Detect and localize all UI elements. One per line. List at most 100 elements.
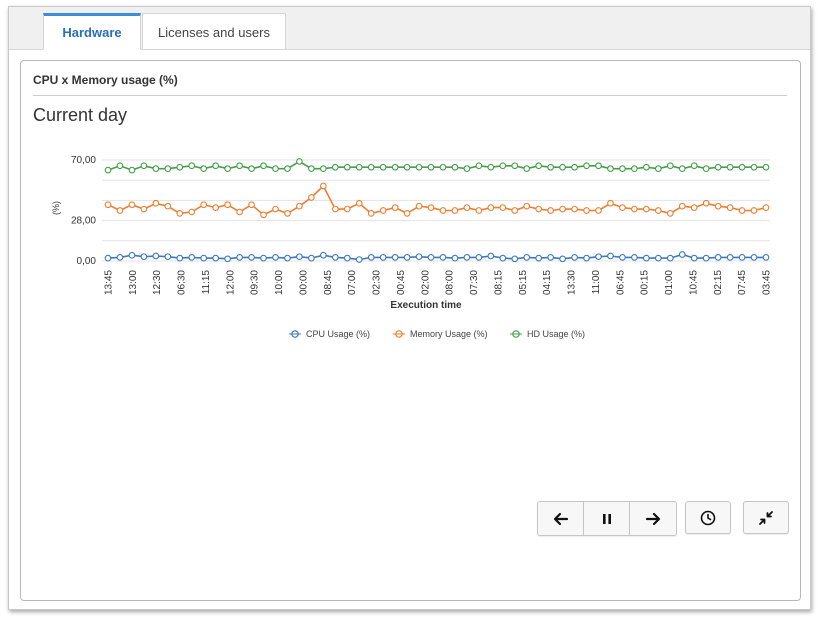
data-point: [403, 163, 411, 171]
panel-divider: [33, 95, 787, 96]
data-point: [451, 207, 459, 214]
data-point: [403, 254, 411, 261]
data-point: [654, 165, 662, 173]
y-axis: 0,00 28,00 70,00: [71, 155, 96, 267]
x-tick-label: 02:00: [420, 270, 431, 295]
data-point: [487, 252, 495, 260]
data-point: [236, 254, 243, 261]
data-point: [272, 165, 279, 173]
data-point: [128, 166, 136, 174]
previous-button[interactable]: [538, 502, 584, 535]
data-point: [463, 165, 471, 173]
data-point: [487, 204, 495, 211]
y-axis-title: (%): [51, 201, 61, 215]
data-point: [762, 254, 770, 261]
chart-grid: [102, 159, 770, 262]
data-point: [331, 163, 339, 171]
data-point: [475, 162, 483, 170]
data-point: [308, 194, 315, 201]
data-point: [415, 253, 423, 261]
data-point: [415, 163, 423, 171]
data-point: [487, 163, 495, 171]
next-button[interactable]: [630, 502, 676, 535]
data-point: [714, 163, 722, 171]
data-point: [164, 165, 172, 173]
series-cpu-usage: [104, 251, 770, 263]
legend-label[interactable]: HD Usage (%): [527, 329, 585, 339]
data-point: [738, 207, 746, 214]
x-tick-label: 06:30: [177, 270, 188, 295]
data-point: [128, 201, 136, 209]
collapse-icon: [759, 510, 773, 525]
data-point: [643, 163, 650, 171]
tab-bar: Hardware Licenses and users: [9, 7, 810, 50]
data-point: [367, 210, 375, 217]
x-tick-label: 00:00: [298, 270, 309, 295]
data-point: [104, 201, 112, 209]
data-point: [343, 205, 351, 213]
data-point: [224, 165, 231, 173]
data-point: [607, 252, 614, 260]
legend-label[interactable]: CPU Usage (%): [306, 329, 370, 339]
collapse-button[interactable]: [743, 501, 789, 534]
tab-licenses-and-users[interactable]: Licenses and users: [142, 13, 286, 49]
data-point: [140, 253, 148, 261]
data-point: [224, 201, 231, 209]
data-point: [463, 204, 471, 211]
history-button[interactable]: [685, 501, 731, 534]
data-point: [284, 210, 291, 217]
pause-button[interactable]: [584, 502, 630, 535]
chart-series: [104, 158, 770, 263]
x-tick-label: 05:15: [518, 270, 529, 295]
data-point: [619, 165, 626, 173]
x-tick-label: 08:45: [323, 270, 334, 295]
x-tick-label: 10:45: [688, 270, 699, 295]
x-tick-label: 01:00: [664, 270, 675, 295]
data-point: [666, 210, 674, 217]
pause-icon: [602, 513, 611, 524]
data-point: [643, 205, 650, 213]
data-point: [188, 208, 196, 216]
data-point: [248, 165, 255, 173]
data-point: [367, 163, 375, 171]
data-point: [116, 254, 124, 261]
x-tick-label: 11:00: [591, 270, 602, 295]
data-point: [355, 256, 363, 263]
data-point: [571, 205, 578, 213]
data-point: [463, 254, 471, 261]
data-point: [308, 165, 315, 173]
data-point: [631, 254, 638, 261]
data-point: [391, 204, 399, 211]
data-point: [678, 165, 686, 173]
data-point: [140, 162, 148, 170]
data-point: [595, 162, 602, 170]
data-point: [391, 163, 399, 171]
data-point: [415, 202, 423, 210]
data-point: [619, 204, 626, 211]
x-tick-label: 07:30: [469, 270, 480, 295]
data-point: [535, 205, 543, 213]
data-point: [451, 163, 459, 171]
x-tick-label: 08:15: [493, 270, 504, 295]
data-point: [319, 251, 327, 259]
data-point: [631, 205, 638, 213]
data-point: [260, 254, 267, 262]
data-point: [403, 210, 411, 217]
data-point: [367, 254, 375, 261]
data-point: [511, 162, 519, 170]
data-point: [762, 204, 770, 211]
data-point: [296, 253, 303, 261]
data-point: [176, 254, 184, 262]
data-point: [176, 163, 184, 171]
data-point: [702, 199, 710, 207]
data-point: [535, 254, 543, 262]
data-point: [308, 254, 315, 262]
data-point: [523, 165, 531, 173]
legend-label[interactable]: Memory Usage (%): [410, 329, 488, 339]
tab-hardware[interactable]: Hardware: [43, 13, 141, 50]
data-point: [547, 254, 555, 261]
data-point: [607, 199, 614, 207]
data-point: [726, 204, 734, 211]
data-point: [319, 182, 327, 190]
data-point: [714, 202, 722, 210]
